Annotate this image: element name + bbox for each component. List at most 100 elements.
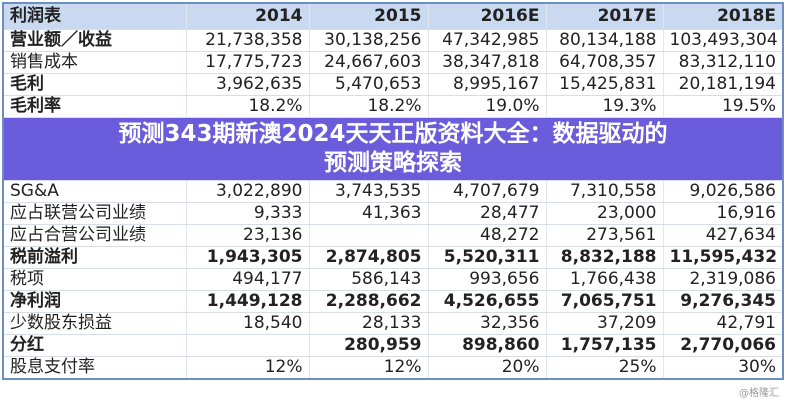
value-cell: 21,738,358	[186, 29, 310, 52]
header-row: 利润表 2014 2015 2016E 2017E 2018E	[3, 3, 784, 30]
table-row: 应占联营公司业绩 9,333 41,363 28,477 23,000 16,916	[3, 202, 784, 225]
row-label: 少数股东损益	[3, 312, 187, 335]
value-cell: 24,667,603	[309, 51, 429, 74]
table-row: 毛利率 18.2% 18.2% 19.0% 19.3% 19.5%	[3, 95, 784, 118]
row-label: 股息支付率	[3, 356, 187, 379]
table-row: 股息支付率 12% 12% 20% 25% 30%	[3, 356, 784, 379]
value-cell: 9,276,345	[663, 290, 784, 313]
table-row: 销售成本 17,775,723 24,667,603 38,347,818 64,708…	[3, 51, 784, 74]
value-cell: 2,770,066	[663, 334, 784, 357]
value-cell: 42,791	[663, 312, 784, 335]
value-cell: 19.5%	[663, 95, 784, 118]
value-cell: 898,860	[428, 334, 547, 357]
value-cell: 64,708,357	[546, 51, 664, 74]
value-cell: 17,775,723	[186, 51, 310, 74]
value-cell: 4,707,679	[428, 180, 547, 203]
value-cell: 1,757,135	[546, 334, 664, 357]
header-cell: 2017E	[546, 3, 664, 30]
value-cell: 19.0%	[428, 95, 547, 118]
value-cell: 28,477	[428, 202, 547, 225]
value-cell: 9,333	[186, 202, 310, 225]
value-cell: 993,656	[428, 268, 547, 291]
value-cell: 12%	[186, 356, 310, 379]
value-cell: 103,493,304	[663, 29, 784, 52]
table-row: SG&A 3,022,890 3,743,535 4,707,679 7,310,558…	[3, 180, 784, 203]
value-cell: 9,026,586	[663, 180, 784, 203]
banner-line-1: 预测343期新澳2024天天正版资料大全：数据驱动的	[118, 120, 668, 147]
table-row: 净利润 1,449,128 2,288,662 4,526,655 7,065,751 9…	[3, 290, 784, 313]
value-cell: 1,766,438	[546, 268, 664, 291]
value-cell: 8,832,188	[546, 246, 664, 269]
value-cell: 18.2%	[309, 95, 429, 118]
value-cell: 427,634	[663, 224, 784, 247]
value-cell	[186, 334, 310, 357]
value-cell: 32,356	[428, 312, 547, 335]
value-cell: 19.3%	[546, 95, 664, 118]
table-row: 应占合营公司业绩 23,136 48,272 273,561 427,634	[3, 224, 784, 247]
value-cell: 18.2%	[186, 95, 310, 118]
header-cell: 2015	[309, 3, 429, 30]
row-label: 分红	[3, 334, 187, 357]
table-row: 少数股东损益 18,540 28,133 32,356 37,209 42,791	[3, 312, 784, 335]
title-banner-row: 预测343期新澳2024天天正版资料大全：数据驱动的 预测策略探索	[3, 117, 784, 181]
row-label: 税前溢利	[3, 246, 187, 269]
value-cell: 2,874,805	[309, 246, 429, 269]
header-cell: 2018E	[663, 3, 784, 30]
value-cell: 37,209	[546, 312, 664, 335]
value-cell: 20,181,194	[663, 73, 784, 96]
value-cell: 28,133	[309, 312, 429, 335]
value-cell: 20%	[428, 356, 547, 379]
value-cell: 7,310,558	[546, 180, 664, 203]
title-banner: 预测343期新澳2024天天正版资料大全：数据驱动的 预测策略探索	[3, 117, 784, 181]
row-label: 净利润	[3, 290, 187, 313]
row-label: 营业额／收益	[3, 29, 187, 52]
value-cell: 3,743,535	[309, 180, 429, 203]
watermark: @格隆汇	[739, 388, 779, 399]
value-cell: 7,065,751	[546, 290, 664, 313]
table-row: 税前溢利 1,943,305 2,874,805 5,520,311 8,832,188…	[3, 246, 784, 269]
value-cell: 30,138,256	[309, 29, 429, 52]
value-cell: 12%	[309, 356, 429, 379]
value-cell	[309, 224, 429, 247]
value-cell: 8,995,167	[428, 73, 547, 96]
value-cell: 83,312,110	[663, 51, 784, 74]
value-cell: 5,470,653	[309, 73, 429, 96]
row-label: 毛利率	[3, 95, 187, 118]
row-label: 税项	[3, 268, 187, 291]
value-cell: 1,943,305	[186, 246, 310, 269]
value-cell: 80,134,188	[546, 29, 664, 52]
table-row: 税项 494,177 586,143 993,656 1,766,438 2,319,08…	[3, 268, 784, 291]
banner-line-2: 预测策略探索	[324, 149, 462, 176]
value-cell: 1,449,128	[186, 290, 310, 313]
row-label: 毛利	[3, 73, 187, 96]
table-row: 营业额／收益 21,738,358 30,138,256 47,342,985 80,1…	[3, 29, 784, 52]
value-cell: 15,425,831	[546, 73, 664, 96]
value-cell: 586,143	[309, 268, 429, 291]
value-cell: 273,561	[546, 224, 664, 247]
header-cell: 2014	[186, 3, 310, 30]
value-cell: 30%	[663, 356, 784, 379]
table-row: 分红 280,959 898,860 1,757,135 2,770,066	[3, 334, 784, 357]
value-cell: 38,347,818	[428, 51, 547, 74]
value-cell: 2,319,086	[663, 268, 784, 291]
value-cell: 16,916	[663, 202, 784, 225]
value-cell: 3,022,890	[186, 180, 310, 203]
value-cell: 4,526,655	[428, 290, 547, 313]
row-label: 应占联营公司业绩	[3, 202, 187, 225]
income-statement-table: 利润表 2014 2015 2016E 2017E 2018E 营业额／收益 21…	[2, 2, 784, 380]
value-cell: 25%	[546, 356, 664, 379]
value-cell: 3,962,635	[186, 73, 310, 96]
value-cell: 23,136	[186, 224, 310, 247]
header-cell: 2016E	[428, 3, 547, 30]
header-cell: 利润表	[3, 3, 187, 30]
value-cell: 41,363	[309, 202, 429, 225]
value-cell: 5,520,311	[428, 246, 547, 269]
row-label: 销售成本	[3, 51, 187, 74]
value-cell: 48,272	[428, 224, 547, 247]
row-label: SG&A	[3, 180, 187, 203]
table-row: 毛利 3,962,635 5,470,653 8,995,167 15,425,831 2…	[3, 73, 784, 96]
value-cell: 280,959	[309, 334, 429, 357]
value-cell: 494,177	[186, 268, 310, 291]
value-cell: 2,288,662	[309, 290, 429, 313]
value-cell: 18,540	[186, 312, 310, 335]
